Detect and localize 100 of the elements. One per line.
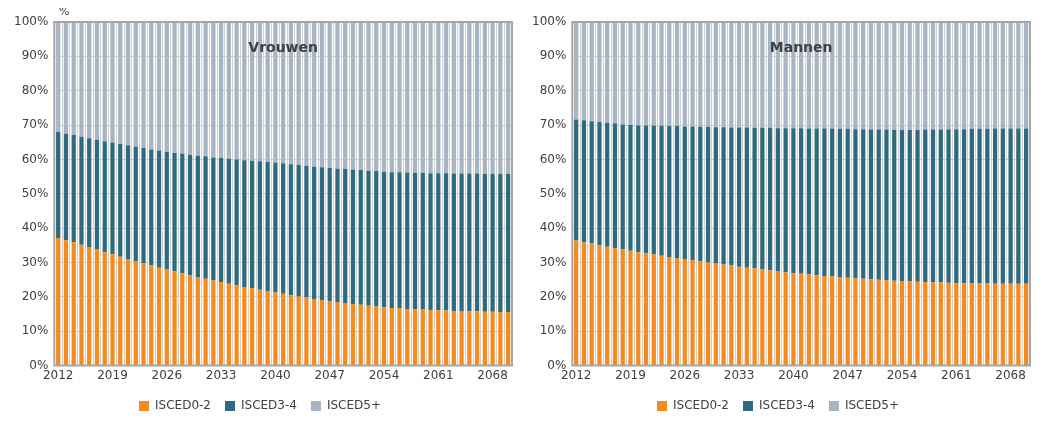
bar <box>899 129 905 282</box>
bar <box>366 305 371 366</box>
bar <box>366 22 371 171</box>
bar <box>977 283 982 366</box>
bar <box>1023 22 1029 129</box>
bar <box>752 127 757 269</box>
bar <box>443 310 449 366</box>
bar <box>56 131 61 239</box>
bar <box>459 173 464 311</box>
bar <box>226 283 231 366</box>
bar <box>961 283 967 366</box>
y-tick-label: 100% <box>13 14 49 29</box>
bar <box>845 277 850 366</box>
bar <box>674 126 680 259</box>
bar <box>636 22 641 126</box>
bar <box>234 159 239 286</box>
bar <box>358 304 363 366</box>
bar <box>381 22 387 172</box>
bar <box>257 161 263 290</box>
x-tick-label: 2061 <box>941 367 972 382</box>
bar <box>674 22 680 127</box>
bar <box>474 22 480 174</box>
bar <box>651 254 656 366</box>
x-tick-label: 2026 <box>669 367 701 382</box>
bar <box>187 154 193 276</box>
bar <box>451 173 456 311</box>
bar <box>125 22 131 146</box>
bar <box>490 311 495 366</box>
bar <box>141 148 146 264</box>
bar <box>946 129 951 283</box>
bar <box>853 278 858 366</box>
bar <box>281 293 286 366</box>
bar <box>389 22 394 173</box>
bar <box>133 146 138 262</box>
bar <box>149 22 154 150</box>
bar <box>636 125 641 253</box>
bar <box>1016 283 1021 366</box>
bar <box>234 285 239 366</box>
bar <box>837 22 843 129</box>
bar <box>612 22 618 124</box>
x-tick-label: 2019 <box>97 367 128 382</box>
bar <box>961 129 967 284</box>
bar <box>1016 128 1021 284</box>
bar <box>690 260 695 366</box>
bar <box>412 172 418 310</box>
bar <box>899 281 905 366</box>
bar <box>436 310 441 366</box>
bar <box>296 296 301 366</box>
bar <box>459 22 464 174</box>
y-tick-label: 10% <box>539 323 567 338</box>
bar <box>172 271 177 366</box>
bar <box>830 22 835 129</box>
bar <box>374 22 379 172</box>
bar <box>775 128 781 272</box>
text: Mannen <box>769 38 833 55</box>
x-tick-label: 2012 <box>560 367 592 382</box>
bar <box>335 302 340 366</box>
bar <box>366 170 371 306</box>
bar <box>79 244 84 366</box>
bar <box>605 122 610 247</box>
bar <box>767 270 773 366</box>
bar <box>589 121 594 244</box>
bar <box>242 286 247 366</box>
bar <box>102 141 107 253</box>
bar <box>574 22 579 120</box>
bar <box>498 22 503 174</box>
bar <box>581 120 587 243</box>
bar <box>930 129 936 283</box>
bar <box>211 157 216 281</box>
x-tick-label: 2026 <box>151 367 183 382</box>
bar <box>659 125 664 256</box>
bar <box>938 282 943 366</box>
bar <box>853 129 858 279</box>
bar <box>149 265 154 366</box>
bar <box>443 173 449 311</box>
bar <box>125 145 131 260</box>
bar <box>876 129 881 280</box>
bar <box>791 273 796 366</box>
bar <box>930 282 936 366</box>
bar <box>428 173 433 310</box>
bar <box>938 129 943 283</box>
legend-label: ISCED3-4 <box>240 398 297 413</box>
bar <box>853 22 858 130</box>
bar <box>705 262 711 366</box>
bar <box>172 22 177 153</box>
bar <box>605 246 610 366</box>
bar <box>698 126 703 262</box>
bar <box>149 149 154 266</box>
y-tick-label: 90% <box>21 48 49 63</box>
bar <box>1023 283 1029 366</box>
bar <box>374 306 379 366</box>
bar <box>71 242 76 366</box>
bar <box>1000 283 1005 366</box>
bar <box>94 249 100 366</box>
x-tick-label: 2019 <box>615 367 646 382</box>
y-tick-label: 70% <box>21 117 49 132</box>
bar <box>868 279 874 366</box>
bar <box>226 22 231 159</box>
bar <box>992 283 998 366</box>
bar <box>1008 283 1013 366</box>
